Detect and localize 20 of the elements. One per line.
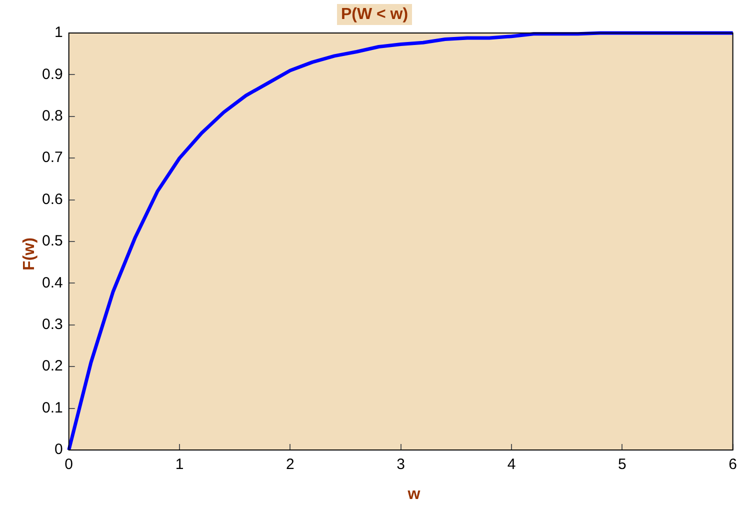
y-tick-label: 1 xyxy=(54,24,63,42)
x-tick-label: 4 xyxy=(507,456,516,474)
chart-title: P(W < w) xyxy=(336,4,412,25)
y-tick-label: 0.5 xyxy=(42,232,63,250)
y-tick-label: 0.3 xyxy=(42,316,63,334)
y-tick-label: 0.6 xyxy=(42,190,63,208)
x-tick-label: 1 xyxy=(175,456,184,474)
x-tick-label: 2 xyxy=(286,456,294,474)
x-tick-label: 5 xyxy=(618,456,626,474)
y-tick-label: 0.9 xyxy=(42,66,63,83)
y-tick-label: 0.1 xyxy=(42,399,63,416)
x-tick-label: 6 xyxy=(728,456,737,474)
y-tick-label: 0.2 xyxy=(42,358,63,375)
x-tick-label: 3 xyxy=(396,456,406,474)
y-tick-label: 0.8 xyxy=(42,108,63,125)
y-tick-label: 0.4 xyxy=(42,274,63,292)
y-tick-label: 0.7 xyxy=(42,149,63,166)
y-axis-title: F(w) xyxy=(21,236,39,272)
x-axis-title: w xyxy=(406,486,422,504)
y-tick-label: 0 xyxy=(54,441,63,458)
